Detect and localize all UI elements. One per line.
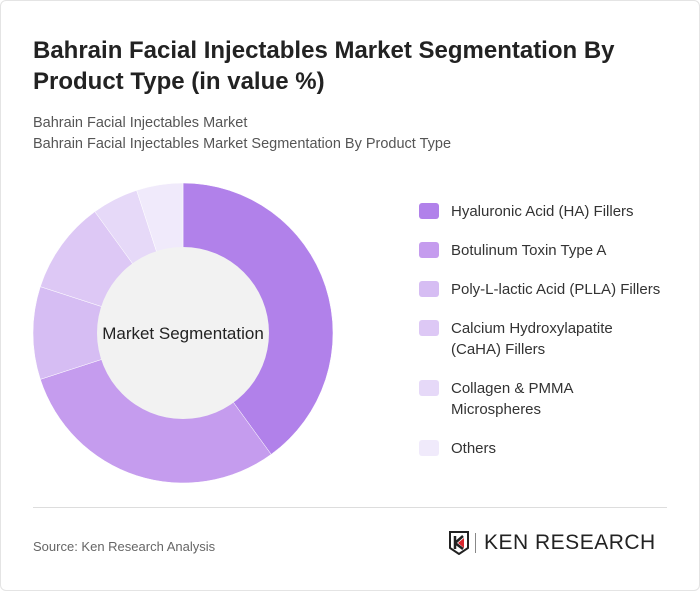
legend-swatch — [419, 203, 439, 219]
legend-swatch — [419, 320, 439, 336]
logo-shield-icon — [449, 531, 469, 555]
legend-item: Calcium Hydroxylapatite (CaHA) Fillers — [419, 318, 689, 360]
chart-title: Bahrain Facial Injectables Market Segmen… — [33, 37, 615, 95]
legend-item: Botulinum Toxin Type A — [419, 240, 689, 261]
legend-item: Poly-L-lactic Acid (PLLA) Fillers — [419, 279, 689, 300]
center-label: Market Segmentation — [102, 324, 264, 343]
legend-label: Hyaluronic Acid (HA) Fillers — [451, 203, 634, 220]
legend-swatch — [419, 380, 439, 396]
source-note: Source: Ken Research Analysis — [33, 539, 216, 554]
legend-item: Others — [419, 438, 689, 459]
donut-hole — [97, 247, 269, 419]
divider — [33, 507, 667, 508]
legend-item: Collagen & PMMA Microspheres — [419, 378, 689, 420]
legend-swatch — [419, 242, 439, 258]
legend-swatch — [419, 281, 439, 297]
logo-text: KEN RESEARCH — [484, 531, 656, 554]
legend-label: Botulinum Toxin Type A — [451, 242, 607, 259]
legend-label: Calcium Hydroxylapatite (CaHA) Fillers — [451, 320, 613, 358]
legend-item: Hyaluronic Acid (HA) Fillers — [419, 201, 689, 222]
legend: Hyaluronic Acid (HA) Fillers Botulinum To… — [419, 201, 689, 477]
subtitle-market: Bahrain Facial Injectables Market — [33, 115, 248, 131]
legend-label: Others — [451, 440, 497, 457]
legend-label: Poly-L-lactic Acid (PLLA) Fillers — [451, 281, 661, 298]
legend-swatch — [419, 440, 439, 456]
ken-research-logo: KEN RESEARCH — [449, 531, 656, 555]
donut-chart: Market Segmentation — [32, 182, 334, 484]
legend-label: Collagen & PMMA Microspheres — [451, 380, 573, 418]
subtitle-segmentation: Bahrain Facial Injectables Market Segmen… — [33, 136, 452, 152]
